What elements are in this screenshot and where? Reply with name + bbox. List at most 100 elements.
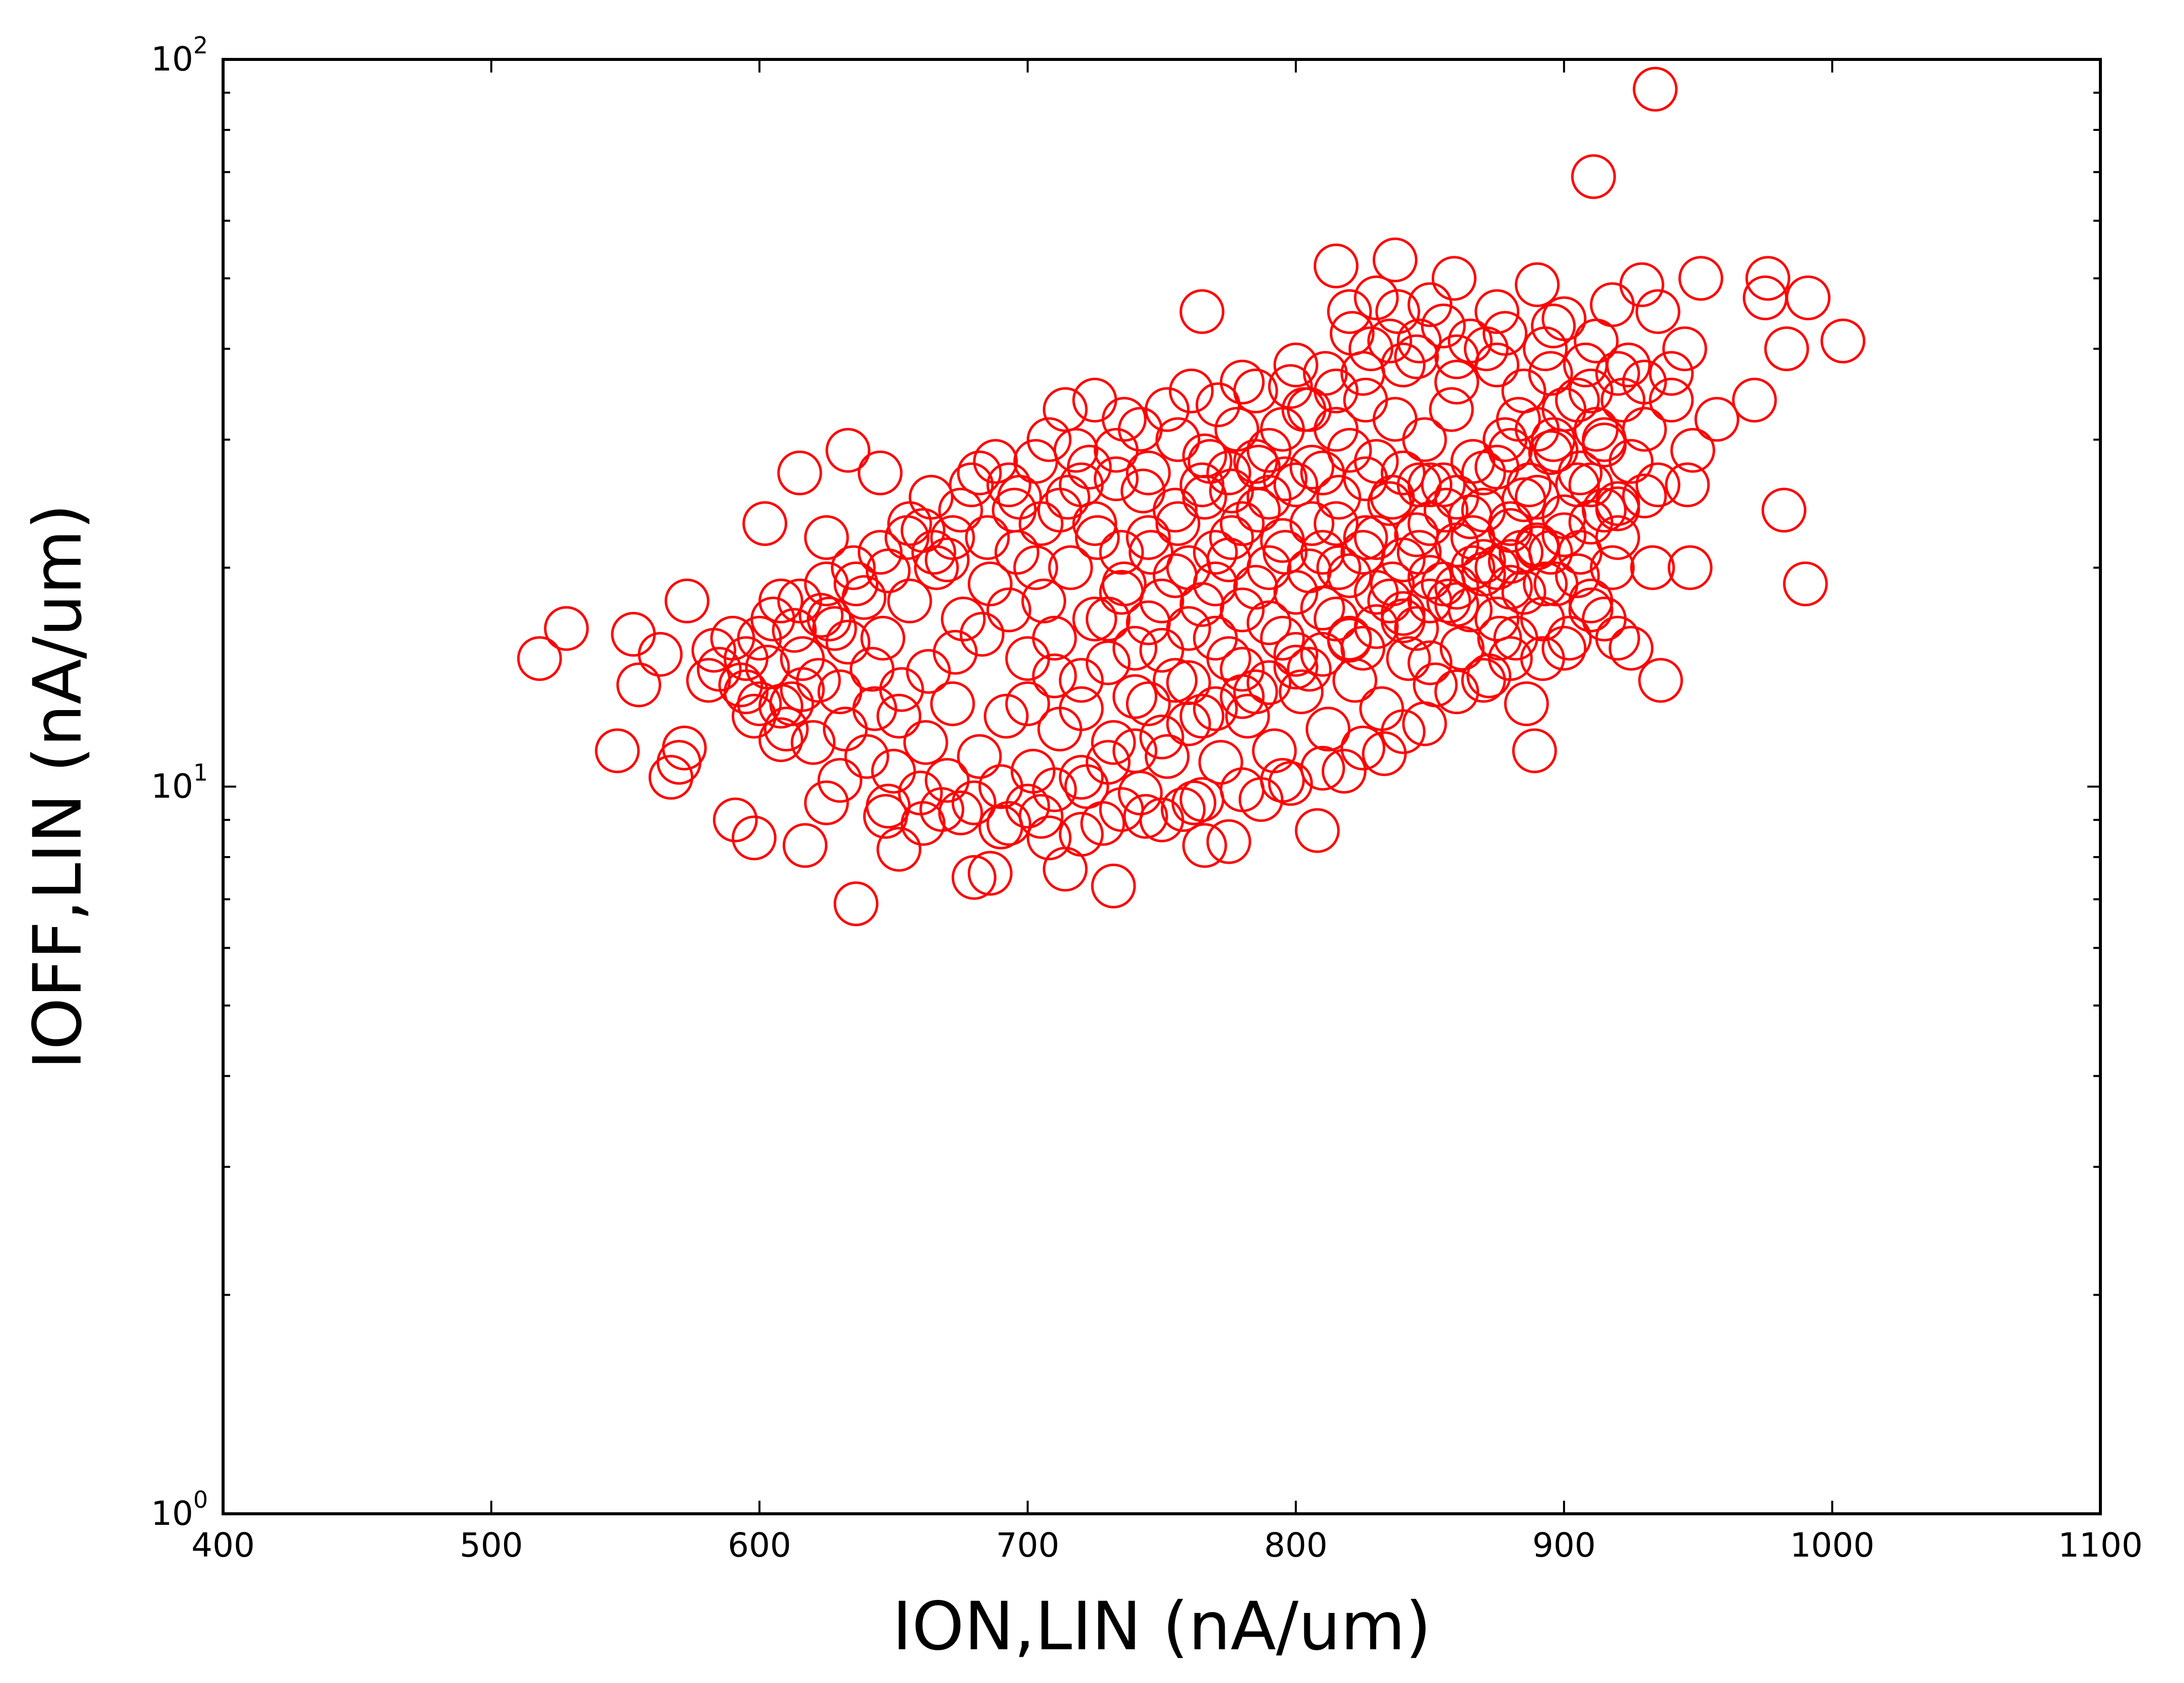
- y-tick-label: 100: [151, 1486, 208, 1533]
- data-point: [1005, 784, 1050, 829]
- data-point: [1600, 378, 1646, 423]
- data-point: [1032, 653, 1077, 698]
- data-point: [866, 548, 911, 594]
- data-point: [817, 758, 863, 803]
- data-point: [1321, 748, 1367, 794]
- data-point: [1327, 553, 1372, 598]
- data-point: [1206, 450, 1251, 496]
- data-point: [1313, 501, 1359, 546]
- data-point: [1059, 658, 1104, 703]
- data-point: [804, 780, 849, 825]
- data-point: [1094, 456, 1139, 502]
- data-point: [1238, 777, 1284, 822]
- data-point: [949, 462, 994, 508]
- data-point: [664, 578, 710, 623]
- data-point: [1295, 808, 1340, 853]
- data-point: [1380, 450, 1426, 496]
- data-point: [1421, 303, 1466, 348]
- data-point: [1571, 154, 1616, 199]
- data-point: [1125, 681, 1171, 726]
- data-point: [1474, 289, 1520, 334]
- data-point: [638, 632, 683, 677]
- data-point: [1590, 545, 1635, 590]
- data-point: [1287, 647, 1332, 692]
- data-point: [1568, 587, 1613, 633]
- data-point: [831, 545, 876, 590]
- data-point: [1206, 819, 1251, 864]
- x-tick-label: 900: [1532, 1526, 1596, 1565]
- data-point: [1488, 636, 1533, 681]
- data-point: [1762, 487, 1807, 533]
- data-point: [930, 515, 975, 560]
- data-point: [1091, 720, 1136, 765]
- data-point: [1407, 640, 1453, 685]
- y-tick-labels: 100 101 102: [151, 32, 208, 1533]
- data-point: [1434, 669, 1480, 715]
- data-point: [1635, 462, 1680, 508]
- data-point: [1209, 515, 1254, 560]
- data-point: [1348, 326, 1393, 372]
- data-point: [1155, 417, 1201, 462]
- plot-frame: [222, 58, 2102, 1515]
- data-point: [1555, 462, 1600, 508]
- data-points: [517, 66, 1866, 927]
- data-point: [1233, 439, 1278, 484]
- data-point: [1432, 256, 1476, 301]
- data-point: [1327, 615, 1372, 661]
- data-point: [1595, 486, 1640, 531]
- data-point: [1563, 342, 1608, 388]
- data-point: [1013, 545, 1059, 590]
- data-point: [887, 578, 932, 623]
- data-point: [1129, 530, 1174, 575]
- data-point: [1048, 545, 1093, 590]
- data-point: [1125, 515, 1171, 560]
- data-point: [925, 758, 970, 803]
- data-point: [1354, 275, 1399, 320]
- data-point: [965, 515, 1010, 560]
- data-point: [1155, 501, 1201, 546]
- data-point: [1343, 515, 1388, 560]
- data-point: [1440, 625, 1485, 671]
- data-point: [1018, 794, 1064, 839]
- data-point: [1260, 615, 1305, 661]
- y-tick-label: 101: [151, 759, 208, 806]
- data-point: [1694, 397, 1739, 442]
- data-point: [1568, 368, 1613, 413]
- data-point: [1820, 318, 1866, 364]
- data-point: [1483, 311, 1528, 356]
- data-point: [1568, 462, 1613, 508]
- data-point: [1745, 256, 1791, 301]
- data-point: [860, 615, 905, 661]
- data-point: [858, 530, 903, 575]
- data-point: [791, 720, 836, 765]
- data-point: [900, 508, 946, 553]
- data-point: [1279, 669, 1324, 715]
- data-point: [1608, 439, 1654, 484]
- data-point: [1448, 318, 1493, 364]
- data-point: [1125, 450, 1171, 496]
- data-point: [1421, 462, 1466, 508]
- x-tick-label: 500: [460, 1526, 523, 1565]
- data-point: [1032, 615, 1077, 661]
- data-point: [1193, 530, 1238, 575]
- data-point: [1558, 530, 1603, 575]
- data-point: [1783, 562, 1828, 606]
- data-point: [1764, 326, 1809, 372]
- data-point: [1512, 728, 1557, 774]
- data-point: [876, 693, 922, 739]
- data-point: [1520, 596, 1565, 642]
- data-point: [1300, 450, 1345, 496]
- data-point: [1327, 428, 1372, 473]
- data-point: [1394, 334, 1439, 379]
- data-point: [1075, 515, 1120, 560]
- data-point: [1005, 681, 1050, 726]
- x-axis-label: ION,LIN (nA/um): [892, 1588, 1431, 1665]
- data-point: [1488, 539, 1533, 584]
- data-point: [1520, 636, 1565, 681]
- data-point: [876, 827, 922, 872]
- data-point: [871, 748, 916, 794]
- data-point: [1289, 501, 1334, 546]
- data-point: [1665, 462, 1710, 508]
- data-point: [1220, 647, 1265, 692]
